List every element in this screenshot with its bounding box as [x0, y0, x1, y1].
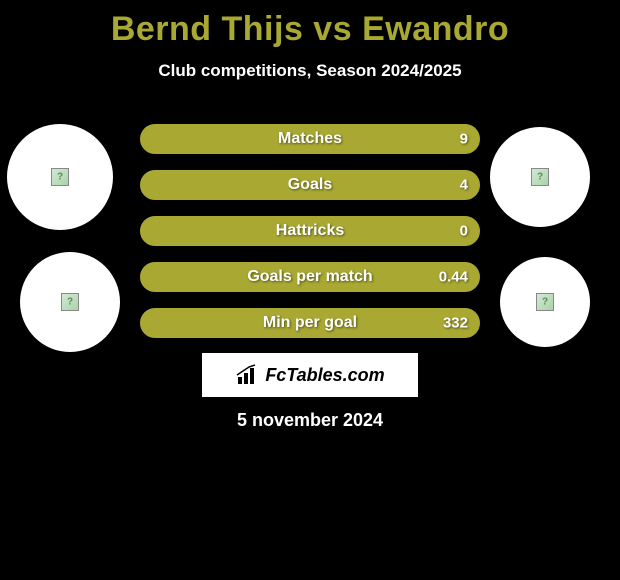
player-right-avatar-1 — [490, 127, 590, 227]
stat-bar-label: Goals — [288, 176, 332, 194]
broken-image-icon — [51, 168, 69, 186]
stat-bar-label: Hattricks — [276, 222, 344, 240]
stat-bar: Hattricks 0 — [140, 216, 480, 246]
logo-badge: FcTables.com — [202, 353, 418, 397]
broken-image-icon — [61, 293, 79, 311]
player-left-avatar-2 — [20, 252, 120, 352]
stat-bar-right-value: 9 — [460, 131, 468, 148]
page-title: Bernd Thijs vs Ewandro — [0, 0, 620, 49]
stat-bar-right-value: 0 — [460, 223, 468, 240]
stat-bar-label: Min per goal — [263, 314, 357, 332]
logo-text: FcTables.com — [265, 365, 384, 386]
stat-bar-right-value: 0.44 — [439, 269, 468, 286]
stat-bar: Goals 4 — [140, 170, 480, 200]
stats-bars: Matches 9 Goals 4 Hattricks 0 Goals per match 0… — [140, 124, 480, 354]
stat-bar-right-value: 332 — [443, 315, 468, 332]
broken-image-icon — [536, 293, 554, 311]
stat-bar-label: Goals per match — [247, 268, 372, 286]
stat-bar-right-value: 4 — [460, 177, 468, 194]
stat-bar-label: Matches — [278, 130, 342, 148]
player-right-avatar-2 — [500, 257, 590, 347]
stat-bar: Min per goal 332 — [140, 308, 480, 338]
date-label: 5 november 2024 — [237, 410, 383, 431]
broken-image-icon — [531, 168, 549, 186]
subtitle: Club competitions, Season 2024/2025 — [0, 61, 620, 81]
player-left-avatar-1 — [7, 124, 113, 230]
stat-bar: Goals per match 0.44 — [140, 262, 480, 292]
chart-icon — [235, 363, 259, 387]
stat-bar: Matches 9 — [140, 124, 480, 154]
